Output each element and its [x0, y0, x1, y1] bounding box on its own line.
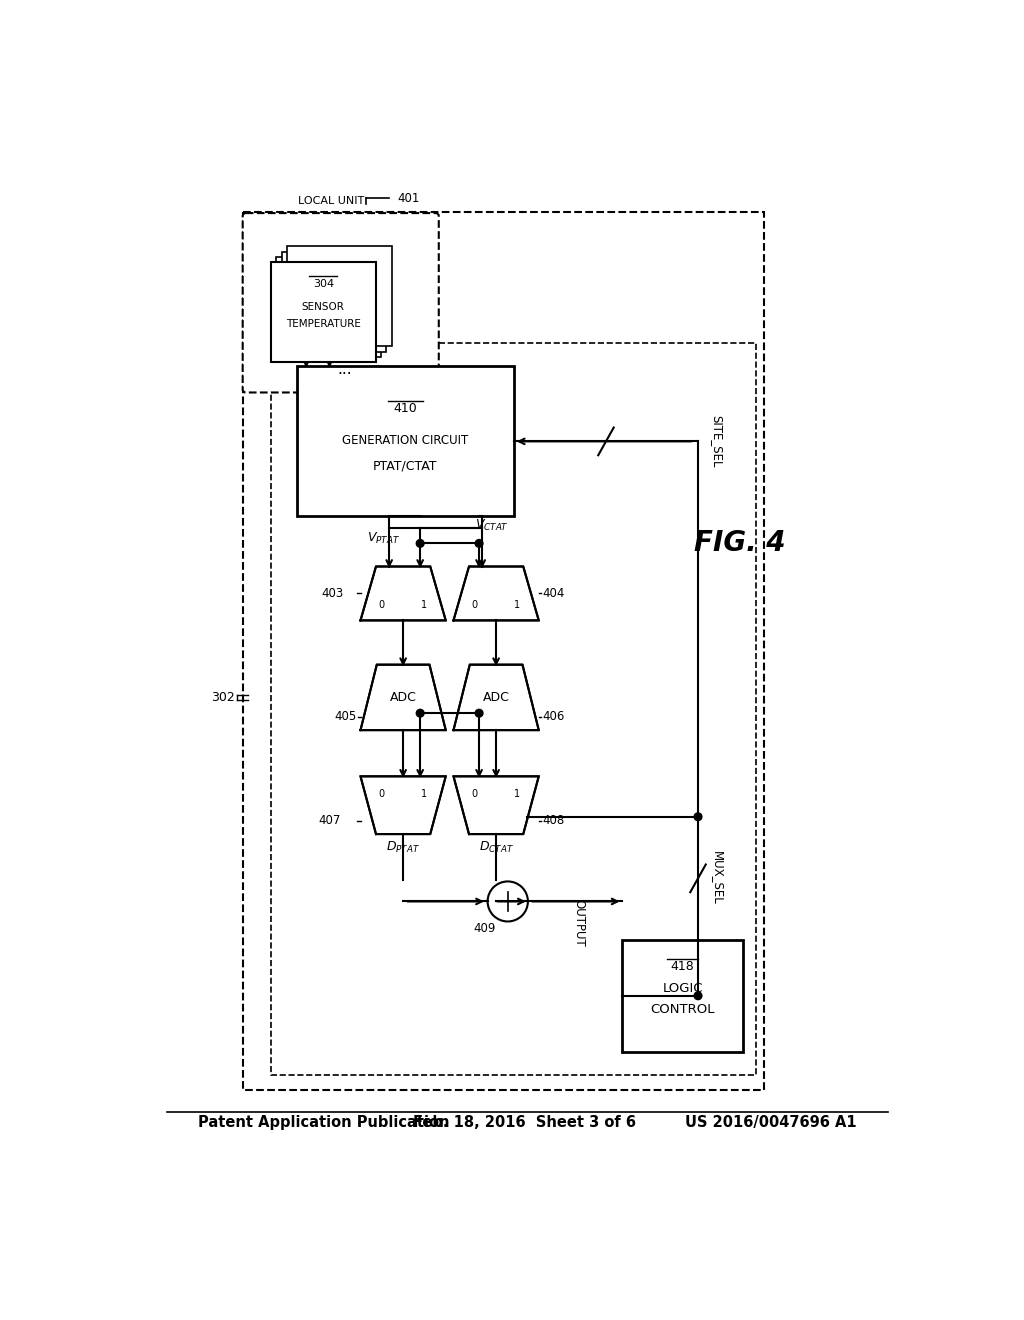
Text: 1: 1 — [421, 601, 427, 610]
Text: ···: ··· — [338, 367, 352, 381]
Text: 0: 0 — [379, 601, 385, 610]
Text: 401: 401 — [397, 191, 419, 205]
Text: GENERATION CIRCUIT: GENERATION CIRCUIT — [342, 434, 469, 447]
Text: 405: 405 — [335, 710, 356, 723]
Text: 418: 418 — [671, 961, 694, 973]
Polygon shape — [454, 665, 539, 730]
Text: US 2016/0047696 A1: US 2016/0047696 A1 — [685, 1115, 856, 1130]
Polygon shape — [360, 566, 445, 620]
Text: 410: 410 — [393, 403, 418, 416]
Bar — [271, 263, 376, 363]
Bar — [623, 940, 742, 1052]
Circle shape — [487, 882, 528, 921]
Bar — [243, 213, 764, 1090]
Text: 407: 407 — [318, 814, 341, 828]
Text: 403: 403 — [322, 587, 343, 601]
Text: 304: 304 — [312, 279, 334, 289]
Polygon shape — [454, 776, 539, 834]
Text: LOGIC: LOGIC — [663, 982, 702, 995]
Circle shape — [475, 709, 483, 717]
Text: SENSOR: SENSOR — [302, 302, 345, 312]
Bar — [276, 257, 381, 358]
Text: $V_{CTAT}$: $V_{CTAT}$ — [475, 519, 509, 533]
Circle shape — [694, 813, 701, 821]
Text: LOCAL UNIT: LOCAL UNIT — [298, 195, 365, 206]
Text: MUX_SEL: MUX_SEL — [711, 851, 723, 906]
Text: 1: 1 — [421, 788, 427, 799]
Text: SITE_SEL: SITE_SEL — [711, 414, 723, 467]
Text: FIG. 4: FIG. 4 — [694, 529, 786, 557]
Text: 408: 408 — [543, 814, 565, 828]
Text: CONTROL: CONTROL — [650, 1003, 715, 1016]
Text: ADC: ADC — [390, 690, 417, 704]
Polygon shape — [360, 665, 445, 730]
Bar — [297, 367, 514, 516]
Text: 1: 1 — [514, 788, 520, 799]
Text: 406: 406 — [543, 710, 565, 723]
Text: 409: 409 — [473, 921, 496, 935]
Bar — [282, 252, 386, 351]
Text: $V_{PTAT}$: $V_{PTAT}$ — [368, 531, 400, 545]
Text: 404: 404 — [543, 587, 565, 601]
FancyBboxPatch shape — [243, 213, 438, 392]
Polygon shape — [360, 776, 445, 834]
Circle shape — [417, 540, 424, 548]
Text: 0: 0 — [472, 788, 478, 799]
Bar — [288, 246, 392, 346]
Circle shape — [694, 991, 701, 999]
Text: OUTPUT: OUTPUT — [572, 899, 586, 946]
Circle shape — [417, 709, 424, 717]
Text: $D_{PTAT}$: $D_{PTAT}$ — [386, 841, 420, 855]
Text: 1: 1 — [514, 601, 520, 610]
Text: PTAT/CTAT: PTAT/CTAT — [373, 459, 437, 473]
Text: Feb. 18, 2016  Sheet 3 of 6: Feb. 18, 2016 Sheet 3 of 6 — [414, 1115, 636, 1130]
Polygon shape — [454, 566, 539, 620]
Text: ADC: ADC — [482, 690, 510, 704]
Text: 0: 0 — [379, 788, 385, 799]
Circle shape — [475, 540, 483, 548]
Text: Patent Application Publication: Patent Application Publication — [198, 1115, 450, 1130]
Text: 0: 0 — [472, 601, 478, 610]
Bar — [271, 343, 756, 1074]
Text: TEMPERATURE: TEMPERATURE — [286, 319, 360, 329]
Text: 302: 302 — [211, 690, 234, 704]
Text: $D_{CTAT}$: $D_{CTAT}$ — [478, 841, 514, 855]
